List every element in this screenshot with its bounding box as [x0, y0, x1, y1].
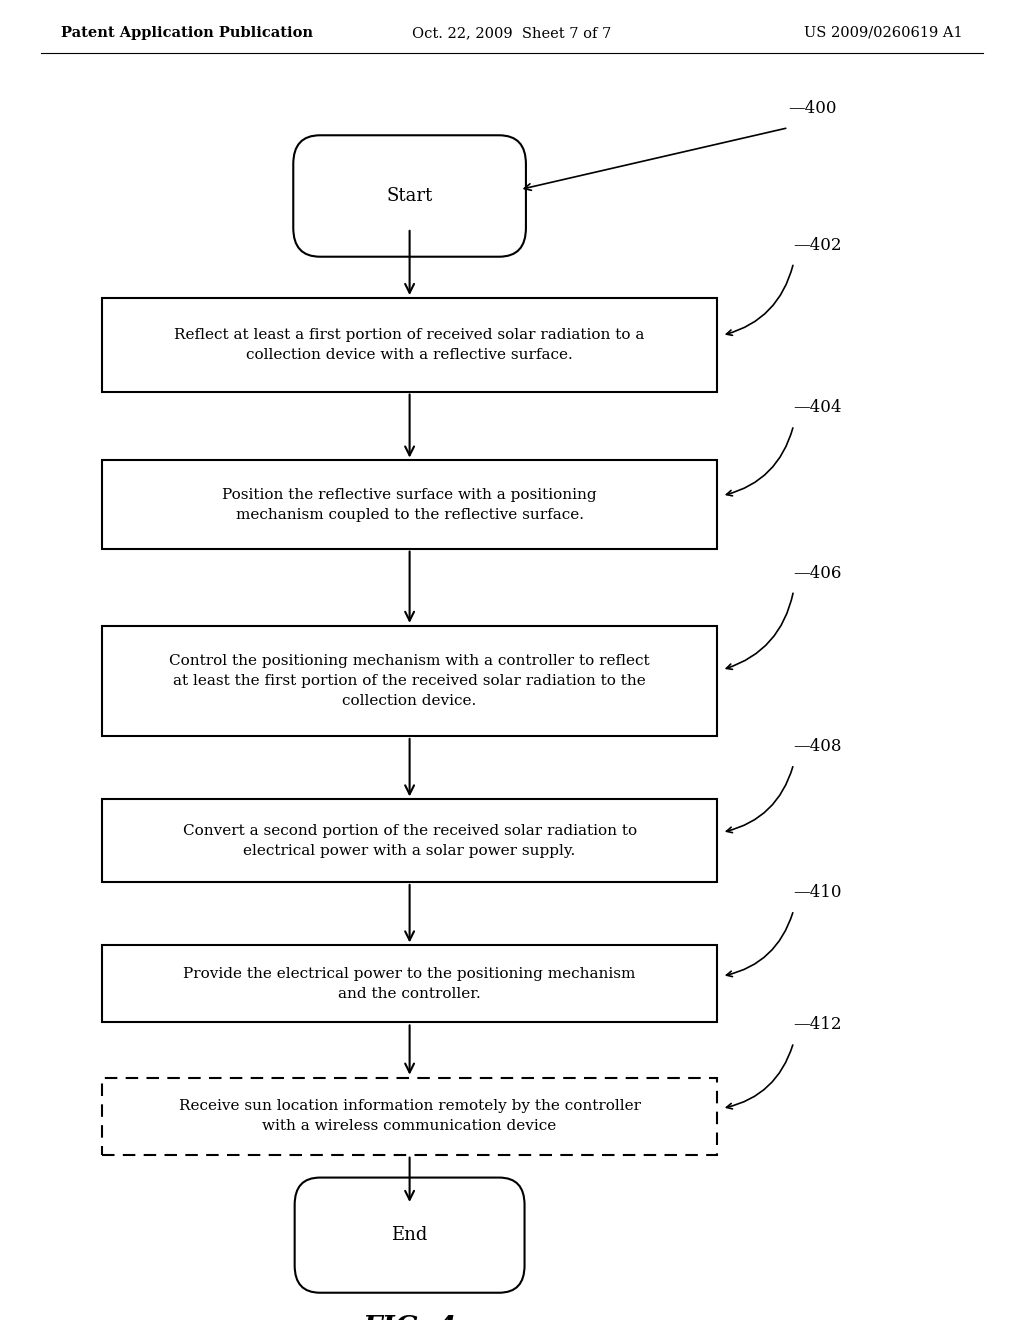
- Text: —412: —412: [794, 1016, 842, 1034]
- Text: Patent Application Publication: Patent Application Publication: [61, 26, 313, 40]
- Text: Provide the electrical power to the positioning mechanism
and the controller.: Provide the electrical power to the posi…: [183, 966, 636, 1001]
- Text: —406: —406: [794, 565, 842, 582]
- Text: —410: —410: [794, 884, 842, 902]
- Text: —402: —402: [794, 236, 842, 253]
- FancyBboxPatch shape: [295, 1177, 524, 1292]
- Text: —408: —408: [794, 738, 842, 755]
- Bar: [102, 461, 717, 549]
- Text: Control the positioning mechanism with a controller to reflect
at least the firs: Control the positioning mechanism with a…: [169, 653, 650, 708]
- Text: —404: —404: [794, 400, 842, 416]
- Text: US 2009/0260619 A1: US 2009/0260619 A1: [804, 26, 963, 40]
- Bar: [102, 800, 717, 882]
- Text: Oct. 22, 2009  Sheet 7 of 7: Oct. 22, 2009 Sheet 7 of 7: [413, 26, 611, 40]
- Text: End: End: [391, 1226, 428, 1245]
- Text: Convert a second portion of the received solar radiation to
electrical power wit: Convert a second portion of the received…: [182, 824, 637, 858]
- Text: Position the reflective surface with a positioning
mechanism coupled to the refl: Position the reflective surface with a p…: [222, 487, 597, 521]
- Text: —400: —400: [788, 99, 837, 116]
- Bar: [102, 626, 717, 737]
- Text: Receive sun location information remotely by the controller
with a wireless comm: Receive sun location information remotel…: [178, 1100, 641, 1133]
- Text: Reflect at least a first portion of received solar radiation to a
collection dev: Reflect at least a first portion of rece…: [174, 327, 645, 362]
- Bar: [102, 1077, 717, 1155]
- Bar: [102, 298, 717, 392]
- Text: Start: Start: [386, 187, 433, 205]
- FancyBboxPatch shape: [293, 135, 526, 256]
- Bar: [102, 945, 717, 1023]
- Text: FIG. 4: FIG. 4: [362, 1315, 457, 1320]
